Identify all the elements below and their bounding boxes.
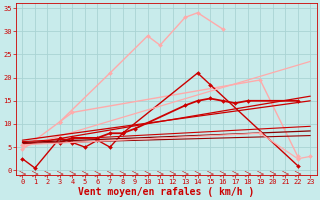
X-axis label: Vent moyen/en rafales ( km/h ): Vent moyen/en rafales ( km/h ): [78, 187, 254, 197]
